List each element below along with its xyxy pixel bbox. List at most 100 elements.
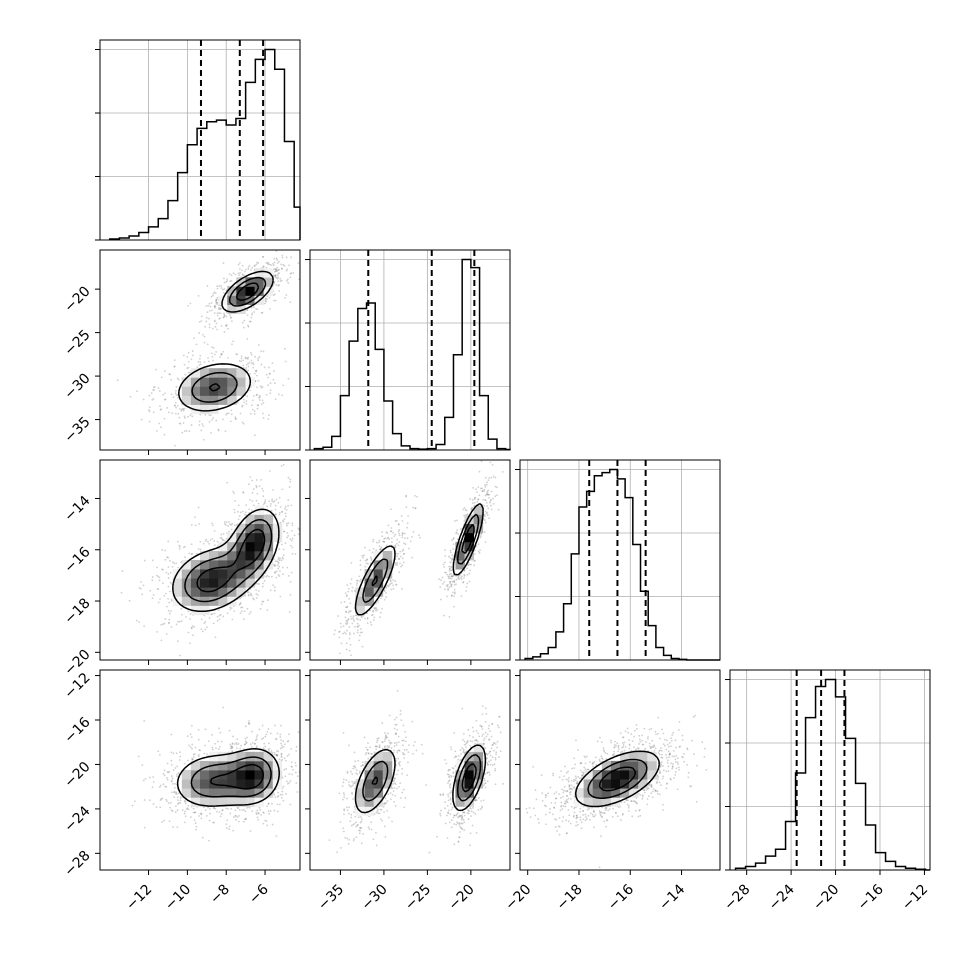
scatter-point (594, 756, 597, 759)
scatter-point (237, 820, 240, 823)
scatter-point (351, 590, 353, 592)
scatter-point (228, 825, 231, 828)
scatter-point (176, 377, 179, 380)
scatter-point (381, 747, 384, 750)
contour-line (598, 766, 637, 792)
scatter-point (212, 807, 215, 810)
scatter-point (501, 470, 504, 473)
scatter-point (670, 745, 672, 748)
scatter-point (406, 522, 409, 525)
scatter-point (348, 626, 351, 628)
scatter-point (483, 737, 486, 740)
scatter-point (261, 600, 264, 603)
scatter-point (572, 814, 575, 817)
scatter-point (407, 761, 409, 764)
scatter-point (366, 748, 369, 751)
scatter-point (255, 369, 258, 372)
scatter-point (580, 827, 583, 830)
scatter-point (280, 752, 283, 755)
scatter-point (452, 767, 455, 770)
density-cell (263, 751, 274, 762)
scatter-point (446, 573, 449, 576)
scatter-point (350, 561, 353, 564)
scatter-point (199, 413, 202, 416)
scatter-point (356, 773, 359, 776)
scatter-point (251, 741, 254, 744)
scatter-point (286, 780, 288, 783)
scatter-point (240, 606, 243, 609)
scatter-point (161, 548, 164, 551)
scatter-point (243, 513, 246, 516)
scatter-point (484, 494, 487, 497)
scatter-point (273, 293, 276, 296)
scatter-point (484, 747, 487, 750)
scatter-point (275, 257, 278, 260)
scatter-point (662, 775, 665, 778)
scatter-point (580, 762, 583, 765)
scatter-point (246, 736, 248, 739)
density-cell (181, 569, 192, 579)
density-cell (209, 770, 219, 780)
scatter-point (399, 760, 401, 763)
scatter-point (562, 791, 565, 794)
scatter-point (186, 735, 189, 738)
scatter-point (395, 519, 398, 522)
scatter-point (198, 424, 201, 426)
scatter-point (458, 825, 461, 828)
scatter-point (345, 622, 347, 624)
scatter-point (254, 264, 256, 267)
scatter-point (395, 733, 398, 736)
scatter-point (470, 815, 472, 817)
scatter-point (448, 616, 451, 618)
scatter-point (365, 562, 368, 565)
scatter-point (403, 753, 406, 756)
scatter-point (592, 809, 595, 812)
scatter-point (193, 753, 196, 756)
scatter-point (621, 812, 624, 815)
scatter-point (220, 284, 222, 287)
scatter-point (397, 735, 400, 738)
scatter-point (439, 793, 442, 796)
scatter-point (191, 747, 193, 750)
scatter-point (399, 713, 402, 716)
scatter-point (467, 563, 470, 566)
scatter-point (240, 360, 243, 363)
scatter-point (211, 522, 213, 525)
scatter-point (448, 586, 451, 588)
scatter-point (176, 796, 179, 799)
scatter-point (186, 807, 189, 810)
scatter-point (200, 813, 203, 816)
scatter-point (169, 801, 172, 804)
scatter-point (635, 801, 638, 804)
panel-frame (519, 669, 721, 871)
scatter-point (603, 750, 606, 753)
scatter-point (398, 785, 400, 788)
scatter-point (190, 553, 193, 556)
scatter-point (352, 798, 354, 800)
scatter-point (472, 806, 474, 809)
scatter-point (157, 601, 160, 604)
density-cell (272, 523, 283, 534)
scatter-point (572, 786, 575, 789)
scatter-point (402, 739, 405, 742)
scatter-point (389, 741, 391, 744)
density-cell (355, 788, 365, 798)
scatter-point (444, 549, 446, 551)
scatter-point (157, 387, 160, 389)
scatter-point (231, 320, 233, 322)
scatter-point (247, 593, 250, 596)
scatter-point (275, 498, 278, 501)
scatter-point (486, 771, 489, 774)
scatter-point (170, 610, 172, 613)
scatter-point (253, 311, 256, 313)
scatter-point (442, 794, 445, 797)
x-tick-label: −12 (123, 882, 155, 914)
scatter-point (463, 573, 466, 576)
scatter-point (211, 309, 213, 312)
scatter-point (209, 807, 211, 810)
scatter-point (274, 270, 277, 272)
scatter-point (286, 532, 289, 534)
scatter-point (175, 394, 178, 396)
scatter-point (202, 438, 205, 441)
scatter-point (336, 790, 338, 792)
